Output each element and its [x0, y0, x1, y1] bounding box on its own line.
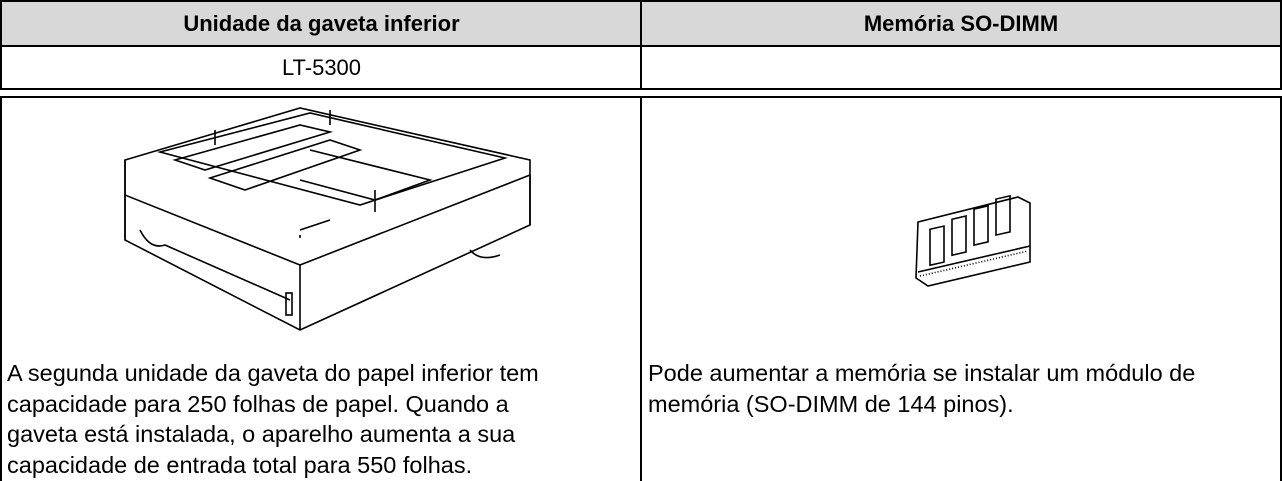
content-cell [0, 96, 641, 481]
model-cell [640, 45, 1282, 89]
header-cell: Memória SO-DIMM [640, 0, 1282, 46]
header-text: Memória SO-DIMM [863, 11, 1059, 36]
memory-illustration [915, 194, 1031, 287]
header-text: Unidade da gaveta inferior [183, 11, 460, 36]
description-line: memória (SO-DIMM de 144 pinos). [648, 390, 1014, 417]
header-cell: Unidade da gaveta inferior [0, 0, 641, 46]
description-line: A segunda unidade da gaveta do papel inf… [7, 360, 539, 386]
description: A segunda unidade da gaveta do papel inf… [7, 358, 539, 480]
row-separator [0, 88, 1282, 96]
tray-illustration [124, 107, 531, 331]
description-line: capacidade de entrada total para 550 fol… [7, 451, 473, 478]
model-text: LT-5300 [281, 55, 362, 80]
description-line: capacidade para 250 folhas de papel. Qua… [7, 390, 509, 417]
description: Pode aumentar a memória se instalar um m… [648, 358, 1195, 419]
description-line: Pode aumentar a memória se instalar um m… [648, 360, 1196, 386]
content-cell [640, 96, 1282, 481]
model-cell: LT-5300 [0, 45, 641, 89]
description-line: gaveta está instalada, o aparelho aument… [7, 421, 516, 447]
